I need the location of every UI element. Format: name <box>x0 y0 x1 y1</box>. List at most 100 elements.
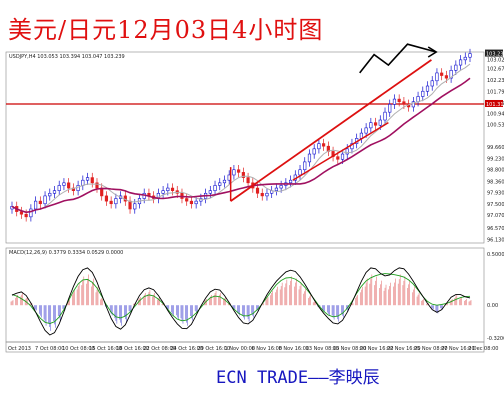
candle-body <box>90 177 94 184</box>
forecast-arrow-head <box>427 46 438 58</box>
candle-body <box>246 177 250 184</box>
x-axis-tick: Oct 2013 <box>8 346 31 352</box>
x-axis-tick: 2 Dec 08:00 <box>468 346 498 352</box>
candle-body <box>67 182 71 189</box>
candle-body <box>364 127 368 134</box>
candle-body <box>76 185 80 191</box>
footer-caption: ECN TRADE——李映辰 <box>216 368 380 388</box>
candle-body <box>435 72 439 82</box>
candle-body <box>29 208 33 218</box>
candle-body <box>48 192 52 197</box>
price-y-tick: 97.930 <box>487 191 504 197</box>
forecast-path <box>359 43 437 74</box>
x-axis-tick: 24 Oct 16:00 <box>170 346 203 352</box>
candle-body <box>317 143 321 150</box>
candle-body <box>95 182 99 189</box>
candle-body <box>170 187 175 191</box>
candle-body <box>378 119 382 126</box>
x-axis-tick: 1 Nov 00:00 <box>224 346 255 352</box>
price-y-tick: 100.940 <box>487 112 504 118</box>
candle-body <box>440 72 444 76</box>
candle-body <box>255 187 260 194</box>
candle-body <box>213 185 217 191</box>
candle-body <box>369 122 373 129</box>
candle-body <box>392 98 397 105</box>
moving-average-slow <box>11 77 471 214</box>
candle-body <box>279 185 283 189</box>
x-axis-tick: 22 Nov 16:00 <box>387 346 421 352</box>
current-price-badge <box>485 49 503 57</box>
current-price-label: 103.239 <box>486 52 504 58</box>
macd-main-line <box>11 267 471 336</box>
candle-body <box>388 104 392 113</box>
candle-body <box>274 187 278 191</box>
candle-body <box>34 200 38 210</box>
x-axis-tick: 27 Nov 16:00 <box>441 346 475 352</box>
candle-body <box>430 80 434 87</box>
candle-body <box>19 211 24 215</box>
candle-body <box>52 190 57 194</box>
candle-body <box>402 101 406 105</box>
chart-title: 美元/日元12月03日4小时图 <box>8 16 324 44</box>
candle-body <box>109 200 113 205</box>
candle-body <box>298 169 302 176</box>
candle-body <box>43 195 47 205</box>
candle-body <box>416 96 420 103</box>
candle-body <box>85 177 90 181</box>
x-axis-tick: 6 Nov 16:00 <box>252 346 283 352</box>
price-y-tick: 98.360 <box>487 179 504 185</box>
candle-body <box>133 203 137 210</box>
candle-body <box>458 59 463 66</box>
level-price-badge <box>485 99 503 107</box>
macd-y-tick: -0.3200 <box>487 336 504 342</box>
candle-body <box>312 148 316 155</box>
candle-body <box>463 56 467 61</box>
candle-body <box>185 198 189 202</box>
candle-body <box>222 179 227 184</box>
candle-body <box>307 153 312 163</box>
x-axis-tick: 25 Nov 08:00 <box>414 346 448 352</box>
candle-body <box>449 70 453 79</box>
symbol-header: USDJPY,H4 103.053 103.394 103.047 103.23… <box>9 54 125 60</box>
candle-body <box>114 198 118 205</box>
macd-y-tick: 0.00 <box>487 303 498 309</box>
price-y-tick: 97.070 <box>487 213 504 219</box>
macd-label: MACD(12,26,9) 0.3779 0.3334 0.0529 0.000… <box>9 250 123 256</box>
x-axis-tick: 22 Oct 08:00 <box>143 346 176 352</box>
candle-body <box>260 192 264 197</box>
price-y-tick: 102.230 <box>487 78 504 84</box>
candle-body <box>397 98 401 103</box>
candle-body <box>265 192 269 197</box>
candle-body <box>454 64 458 71</box>
candle-body <box>468 53 472 58</box>
price-y-tick: 96.130 <box>487 238 504 244</box>
candle-body <box>237 169 241 173</box>
candle-body <box>208 190 212 194</box>
candle-body <box>425 85 430 92</box>
x-axis-frame <box>5 341 485 353</box>
candle-body <box>383 111 387 121</box>
candle-body <box>288 179 293 184</box>
candle-body <box>161 190 165 194</box>
candle-body <box>128 200 132 210</box>
trendline-inner <box>292 122 389 181</box>
price-y-tick: 96.570 <box>487 226 504 232</box>
price-y-tick: 98.800 <box>487 168 504 174</box>
level-price-label: 101.313 <box>486 102 504 108</box>
macd-y-tick: 0.5000 <box>487 252 504 258</box>
x-axis-tick: 10 Oct 08:00 <box>62 346 95 352</box>
candle-body <box>24 213 28 218</box>
trendline <box>230 59 432 202</box>
candle-body <box>303 161 307 171</box>
x-axis-tick: 20 Nov 16:00 <box>360 346 394 352</box>
candle-body <box>411 101 415 108</box>
moving-average-fast <box>11 63 471 213</box>
candle-body <box>194 200 198 205</box>
x-axis-tick: 15 Oct 16:00 <box>89 346 122 352</box>
candle-body <box>104 195 109 202</box>
candle-body <box>62 182 66 186</box>
price-y-tick: 103.020 <box>487 57 504 63</box>
x-axis-tick: 7 Oct 08:00 <box>35 346 64 352</box>
candle-body <box>336 156 340 160</box>
